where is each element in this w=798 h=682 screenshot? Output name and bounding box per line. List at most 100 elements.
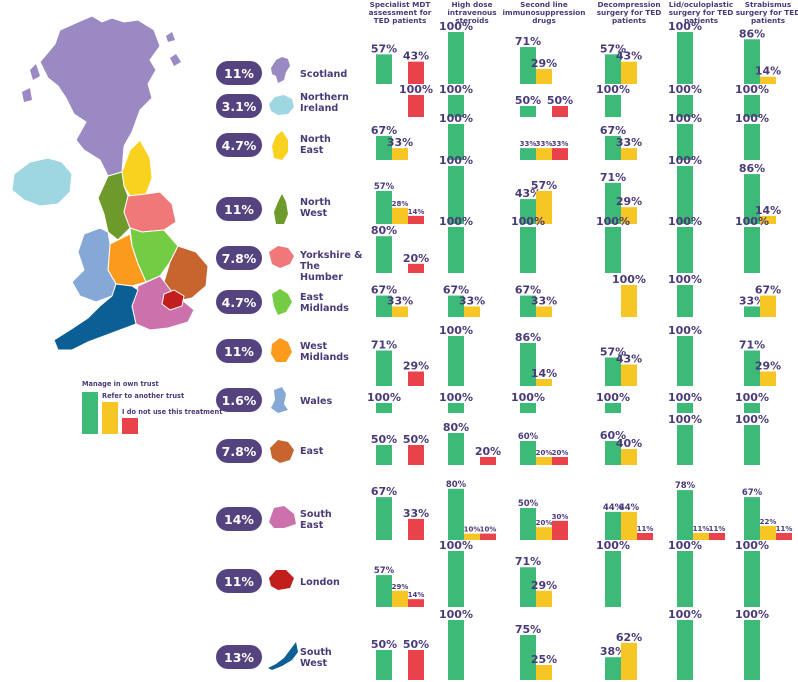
- label-north-east-col4-manage: 67%: [600, 124, 626, 137]
- bar-scotland-col1-manage: [376, 54, 392, 84]
- label-south-east-col2-manage: 80%: [446, 480, 467, 490]
- bar-north-east-col3-manage: [520, 148, 536, 160]
- bar-scotland-col2-manage: [448, 32, 464, 84]
- label-north-east-col2-manage: 100%: [439, 112, 473, 125]
- bar-north-east-col4-manage: [605, 135, 621, 160]
- bar-wales-col5-manage: [677, 403, 693, 413]
- bar-east-col3-manage: [520, 441, 536, 465]
- bar-north-east-col3-none: [552, 148, 568, 160]
- label-south-east-col2-none: 10%: [480, 526, 497, 534]
- bar-south-west-col3-refer: [536, 665, 552, 680]
- north-west-icon: [274, 194, 288, 224]
- bar-west-midlands-col2-manage: [448, 336, 464, 386]
- bar-east-col2-manage: [448, 433, 464, 465]
- bar-south-east-col1-manage: [376, 497, 392, 540]
- bar-north-east-col5-manage: [677, 124, 693, 160]
- label-scotland-col2-manage: 100%: [439, 20, 473, 33]
- bar-north-east-col6-manage: [744, 124, 760, 160]
- bar-east-col1-manage: [376, 445, 392, 465]
- label-yorkshire-the-humber-col1-none: 20%: [403, 252, 429, 265]
- region-name-london: London: [300, 577, 340, 588]
- bar-northern-ireland-col1-none: [408, 95, 424, 117]
- bar-east-col2-none: [480, 457, 496, 465]
- label-east-midlands-col3-refer: 33%: [531, 294, 557, 307]
- bar-west-midlands-col5-manage: [677, 336, 693, 386]
- region-name-yorkshire: Yorkshire & The Humber: [300, 250, 363, 283]
- label-northern-ireland-col4-manage: 100%: [596, 83, 630, 96]
- label-south-west-col3-manage: 75%: [515, 623, 541, 636]
- region-pct-east: 7.8%: [216, 439, 262, 463]
- bar-scotland-col5-manage: [677, 32, 693, 84]
- east-midlands-icon: [272, 289, 292, 315]
- bar-london-col1-refer: [392, 590, 408, 607]
- legend-refer-label: Refer to another trust: [102, 392, 185, 400]
- bar-east-midlands-col2-manage: [448, 295, 464, 317]
- bar-north-west-col3-refer: [536, 190, 552, 224]
- label-east-col5-manage: 100%: [668, 413, 702, 426]
- bar-south-east-col6-manage: [744, 497, 760, 540]
- bar-london-col2-manage: [448, 551, 464, 607]
- bar-scotland-col6-manage: [744, 39, 760, 84]
- east-icon: [270, 440, 294, 463]
- wales-icon: [271, 387, 288, 413]
- region-pct-northern-ireland: 3.1%: [216, 94, 262, 118]
- bar-east-col3-none: [552, 457, 568, 465]
- label-south-west-col5-manage: 100%: [668, 608, 702, 621]
- legend-manage-label: Manage in own trust: [82, 380, 159, 388]
- bar-west-midlands-col4-manage: [605, 357, 621, 386]
- bar-south-east-col2-none: [480, 533, 496, 540]
- label-north-west-col1-manage: 57%: [374, 182, 395, 192]
- bar-yorkshire-the-humber-col1-none: [408, 263, 424, 273]
- region-name-west-midlands: West Midlands: [300, 341, 349, 363]
- bar-east-midlands-col3-manage: [520, 295, 536, 317]
- bar-scotland-col3-manage: [520, 47, 536, 84]
- legend-none-label: I do not use this treatment: [122, 408, 223, 416]
- bar-east-midlands-col3-refer: [536, 306, 552, 317]
- bar-south-east-col2-refer: [464, 533, 480, 540]
- bar-south-east-col4-none: [637, 532, 653, 540]
- bar-yorkshire-the-humber-col6-manage: [744, 227, 760, 273]
- label-scotland-col6-manage: 86%: [739, 27, 765, 40]
- legend: Manage in own trust Refer to another tru…: [80, 378, 230, 438]
- label-london-col5-manage: 100%: [668, 539, 702, 552]
- bar-east-midlands-col5-manage: [677, 285, 693, 317]
- bar-north-east-col2-manage: [448, 124, 464, 160]
- column-title-1: Specialist MDT assessment for TED patients: [369, 0, 432, 25]
- label-south-west-col4-manage: 38%: [600, 645, 626, 658]
- region-pct-yorkshire: 7.8%: [216, 246, 262, 270]
- bar-north-east-col3-refer: [536, 148, 552, 160]
- legend-manage-swatch: [82, 392, 98, 434]
- label-south-east-col4-manage: 44%: [603, 503, 624, 513]
- label-east-col6-manage: 100%: [735, 413, 769, 426]
- label-north-west-col2-manage: 100%: [439, 154, 473, 167]
- bar-south-east-col5-none: [709, 532, 725, 540]
- label-northern-ireland-col3-manage: 50%: [515, 94, 541, 107]
- label-wales-col4-manage: 100%: [596, 391, 630, 404]
- bar-northern-ireland-col6-manage: [744, 95, 760, 117]
- bar-yorkshire-the-humber-col1-manage: [376, 236, 392, 273]
- label-south-west-col2-manage: 100%: [439, 608, 473, 621]
- region-name-wales: Wales: [300, 396, 333, 407]
- label-west-midlands-col4-refer: 43%: [616, 353, 642, 366]
- bar-wales-col1-manage: [376, 403, 392, 413]
- label-south-east-col6-refer: 22%: [760, 518, 777, 526]
- region-pct-west-midlands: 11%: [216, 339, 262, 363]
- bar-west-midlands-col6-refer: [760, 371, 776, 386]
- bar-northern-ireland-col3-none: [552, 106, 568, 117]
- uk-region-map: [11, 15, 209, 351]
- column-title-5: Lid/oculoplastic surgery for TED patients: [669, 0, 734, 25]
- bar-wales-col2-manage: [448, 403, 464, 413]
- label-east-midlands-col6-refer: 67%: [755, 284, 781, 297]
- bar-east-midlands-col6-refer: [760, 295, 776, 317]
- bar-south-east-col3-manage: [520, 508, 536, 540]
- bar-north-east-col4-refer: [621, 148, 637, 160]
- bar-london-col1-manage: [376, 575, 392, 607]
- bar-south-west-col1-manage: [376, 650, 392, 680]
- label-west-midlands-col6-manage: 71%: [739, 339, 765, 352]
- label-north-east-col5-manage: 100%: [668, 112, 702, 125]
- region-name-east: East: [300, 446, 324, 457]
- column-title-4: Decompression surgery for TED patients: [597, 0, 662, 25]
- column-title-2: High dose intravenous steroids: [447, 0, 496, 25]
- bar-northern-ireland-col3-manage: [520, 106, 536, 117]
- label-east-midlands-col2-refer: 33%: [459, 294, 485, 307]
